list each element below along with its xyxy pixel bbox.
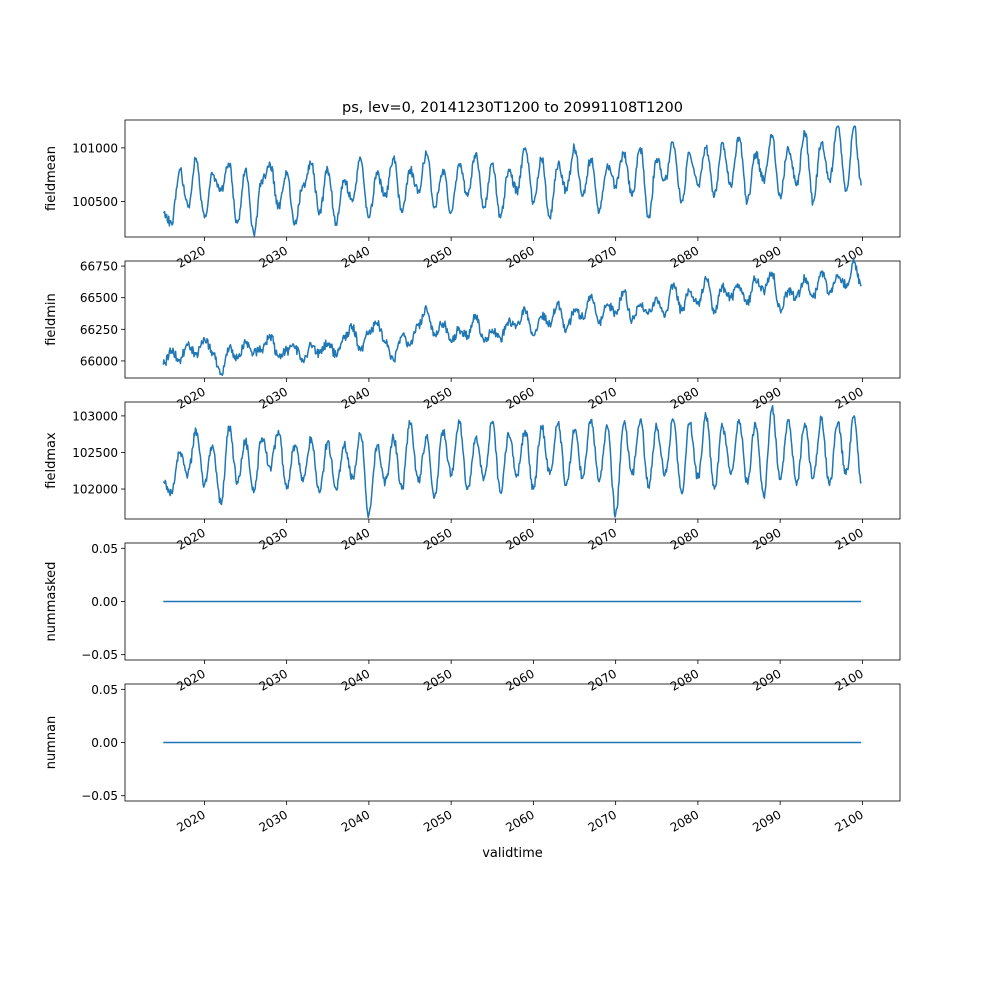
y-tick-label: 66750 (80, 260, 118, 274)
x-tick-label: 2020 (174, 807, 207, 834)
x-tick-label: 2060 (503, 666, 536, 693)
x-tick-label: 2040 (339, 525, 372, 552)
x-tick-label: 2100 (832, 666, 865, 693)
y-tick-label: 103000 (72, 409, 118, 423)
x-tick-label: 2100 (832, 384, 865, 411)
x-tick-label: 2050 (421, 384, 454, 411)
x-tick-label: 2100 (832, 525, 865, 552)
x-tick-label: 2080 (668, 384, 701, 411)
subplots: 2020 2030 2040 2050 2060 2070 2080 2090 2100 1005… (44, 119, 901, 835)
x-tick-label: 2070 (586, 666, 619, 693)
x-tick-label: 2070 (586, 807, 619, 834)
y-axis-label-fieldmean: fieldmean (44, 146, 59, 211)
x-tick-label: 2090 (750, 384, 783, 411)
x-tick-label: 2030 (257, 807, 290, 834)
x-tick-label: 2030 (257, 243, 290, 270)
subplot-fieldmin: 2020 2030 2040 2050 2060 2070 2080 2090 2100 6600… (44, 257, 901, 412)
y-tick-label: −0.05 (81, 789, 118, 803)
series-line-fieldmin (162, 257, 862, 377)
y-tick-label: −0.05 (81, 648, 118, 662)
y-tick-label: 0.00 (91, 595, 118, 609)
x-tick-label: 2100 (832, 243, 865, 270)
x-tick-label: 2080 (668, 243, 701, 270)
y-tick-label: 102000 (72, 483, 118, 497)
axes-frame (124, 119, 901, 238)
x-tick-label: 2070 (586, 243, 619, 270)
series-line-fieldmean (163, 125, 862, 237)
y-axis-label-numnan: numnan (44, 716, 59, 770)
x-tick-label: 2080 (668, 525, 701, 552)
subplot-fieldmax: 2020 2030 2040 2050 2060 2070 2080 2090 2100 1020… (44, 401, 901, 553)
x-tick-label: 2040 (339, 807, 372, 834)
x-tick-label: 2050 (421, 525, 454, 552)
x-tick-label: 2090 (750, 243, 783, 270)
x-tick-label: 2070 (586, 384, 619, 411)
x-tick-label: 2050 (421, 243, 454, 270)
x-tick-label: 2080 (668, 666, 701, 693)
x-tick-label: 2030 (257, 384, 290, 411)
x-tick-label: 2030 (257, 525, 290, 552)
y-axis-label-fieldmin: fieldmin (44, 293, 59, 346)
x-tick-label: 2090 (750, 807, 783, 834)
x-tick-label: 2040 (339, 384, 372, 411)
series-line-fieldmax (162, 404, 862, 519)
y-tick-label: 0.00 (91, 736, 118, 750)
axes-frame (124, 401, 901, 520)
y-tick-label: 101000 (72, 141, 118, 155)
subplot-numnan: 2020 2030 2040 2050 2060 2070 2080 2090 2100 −0.0… (44, 683, 901, 835)
x-tick-label: 2060 (503, 807, 536, 834)
figure-title: ps, lev=0, 20141230T1200 to 20991108T120… (342, 100, 683, 116)
x-tick-label: 2040 (339, 666, 372, 693)
y-tick-label: 66250 (80, 323, 118, 337)
y-axis-label-nummasked: nummasked (44, 562, 59, 642)
y-axis-label-fieldmax: fieldmax (44, 432, 59, 489)
x-tick-label: 2040 (339, 243, 372, 270)
x-tick-label: 2090 (750, 666, 783, 693)
x-tick-label: 2070 (586, 525, 619, 552)
subplot-nummasked: 2020 2030 2040 2050 2060 2070 2080 2090 2100 −0.0… (44, 542, 901, 694)
x-tick-label: 2020 (174, 525, 207, 552)
y-tick-label: 102500 (72, 446, 118, 460)
y-tick-label: 100500 (72, 195, 118, 209)
x-tick-label: 2080 (668, 807, 701, 834)
x-tick-label: 2030 (257, 666, 290, 693)
y-tick-label: 66500 (80, 291, 118, 305)
y-tick-label: 0.05 (91, 683, 118, 697)
axes-frame (124, 260, 901, 379)
subplot-fieldmean: 2020 2030 2040 2050 2060 2070 2080 2090 2100 1005… (44, 119, 901, 271)
x-tick-label: 2020 (174, 666, 207, 693)
x-tick-label: 2100 (832, 807, 865, 834)
x-tick-label: 2060 (503, 525, 536, 552)
x-tick-label: 2090 (750, 525, 783, 552)
y-tick-label: 66000 (80, 354, 118, 368)
x-axis-label: validtime (482, 846, 543, 861)
x-tick-label: 2020 (174, 243, 207, 270)
x-tick-label: 2060 (503, 243, 536, 270)
y-tick-label: 0.05 (91, 542, 118, 556)
x-tick-label: 2020 (174, 384, 207, 411)
x-tick-label: 2050 (421, 666, 454, 693)
x-tick-label: 2050 (421, 807, 454, 834)
x-tick-label: 2060 (503, 384, 536, 411)
